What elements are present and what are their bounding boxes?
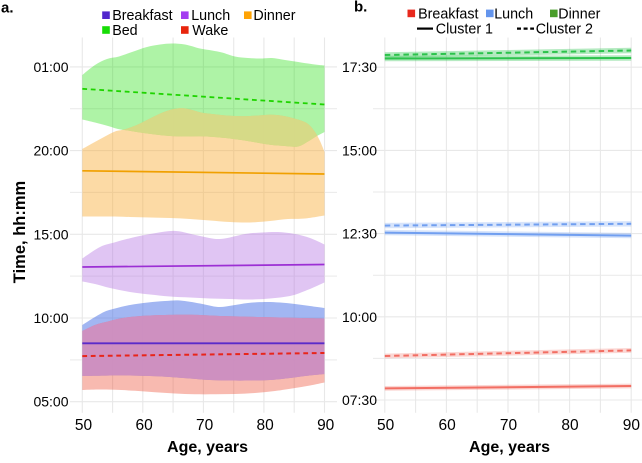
svg-text:Dinner: Dinner — [253, 8, 295, 24]
svg-text:80: 80 — [561, 417, 579, 434]
svg-text:Bed: Bed — [112, 23, 137, 39]
svg-text:Cluster 2: Cluster 2 — [536, 22, 593, 38]
svg-text:Cluster 1: Cluster 1 — [436, 22, 493, 38]
svg-text:10:00: 10:00 — [33, 310, 68, 326]
svg-text:60: 60 — [438, 417, 456, 434]
svg-text:Breakfast: Breakfast — [418, 7, 478, 23]
svg-text:90: 90 — [317, 417, 335, 434]
svg-text:Dinner: Dinner — [558, 7, 600, 23]
svg-text:07:30: 07:30 — [342, 392, 377, 408]
svg-text:Lunch: Lunch — [494, 7, 533, 23]
svg-text:20:00: 20:00 — [33, 143, 68, 159]
svg-text:01:00: 01:00 — [33, 59, 68, 75]
svg-text:80: 80 — [256, 417, 274, 434]
svg-text:60: 60 — [135, 417, 153, 434]
svg-text:15:00: 15:00 — [33, 226, 68, 242]
svg-text:b.: b. — [354, 0, 367, 16]
svg-text:12:30: 12:30 — [342, 226, 377, 242]
svg-text:70: 70 — [196, 417, 214, 434]
svg-text:50: 50 — [377, 417, 395, 434]
svg-text:Breakfast: Breakfast — [112, 8, 172, 24]
svg-text:Time, hh:mm: Time, hh:mm — [11, 181, 29, 283]
svg-text:70: 70 — [500, 417, 518, 434]
svg-text:Lunch: Lunch — [191, 8, 230, 24]
svg-text:50: 50 — [75, 417, 93, 434]
svg-text:10:00: 10:00 — [342, 309, 377, 325]
svg-text:Age, years: Age, years — [167, 439, 248, 456]
svg-text:17:30: 17:30 — [342, 59, 377, 75]
svg-text:90: 90 — [623, 417, 641, 434]
svg-text:05:00: 05:00 — [33, 394, 68, 410]
svg-text:a.: a. — [1, 0, 14, 16]
svg-text:Age, years: Age, years — [469, 439, 550, 456]
svg-text:15:00: 15:00 — [342, 142, 377, 158]
svg-text:Wake: Wake — [192, 23, 228, 39]
